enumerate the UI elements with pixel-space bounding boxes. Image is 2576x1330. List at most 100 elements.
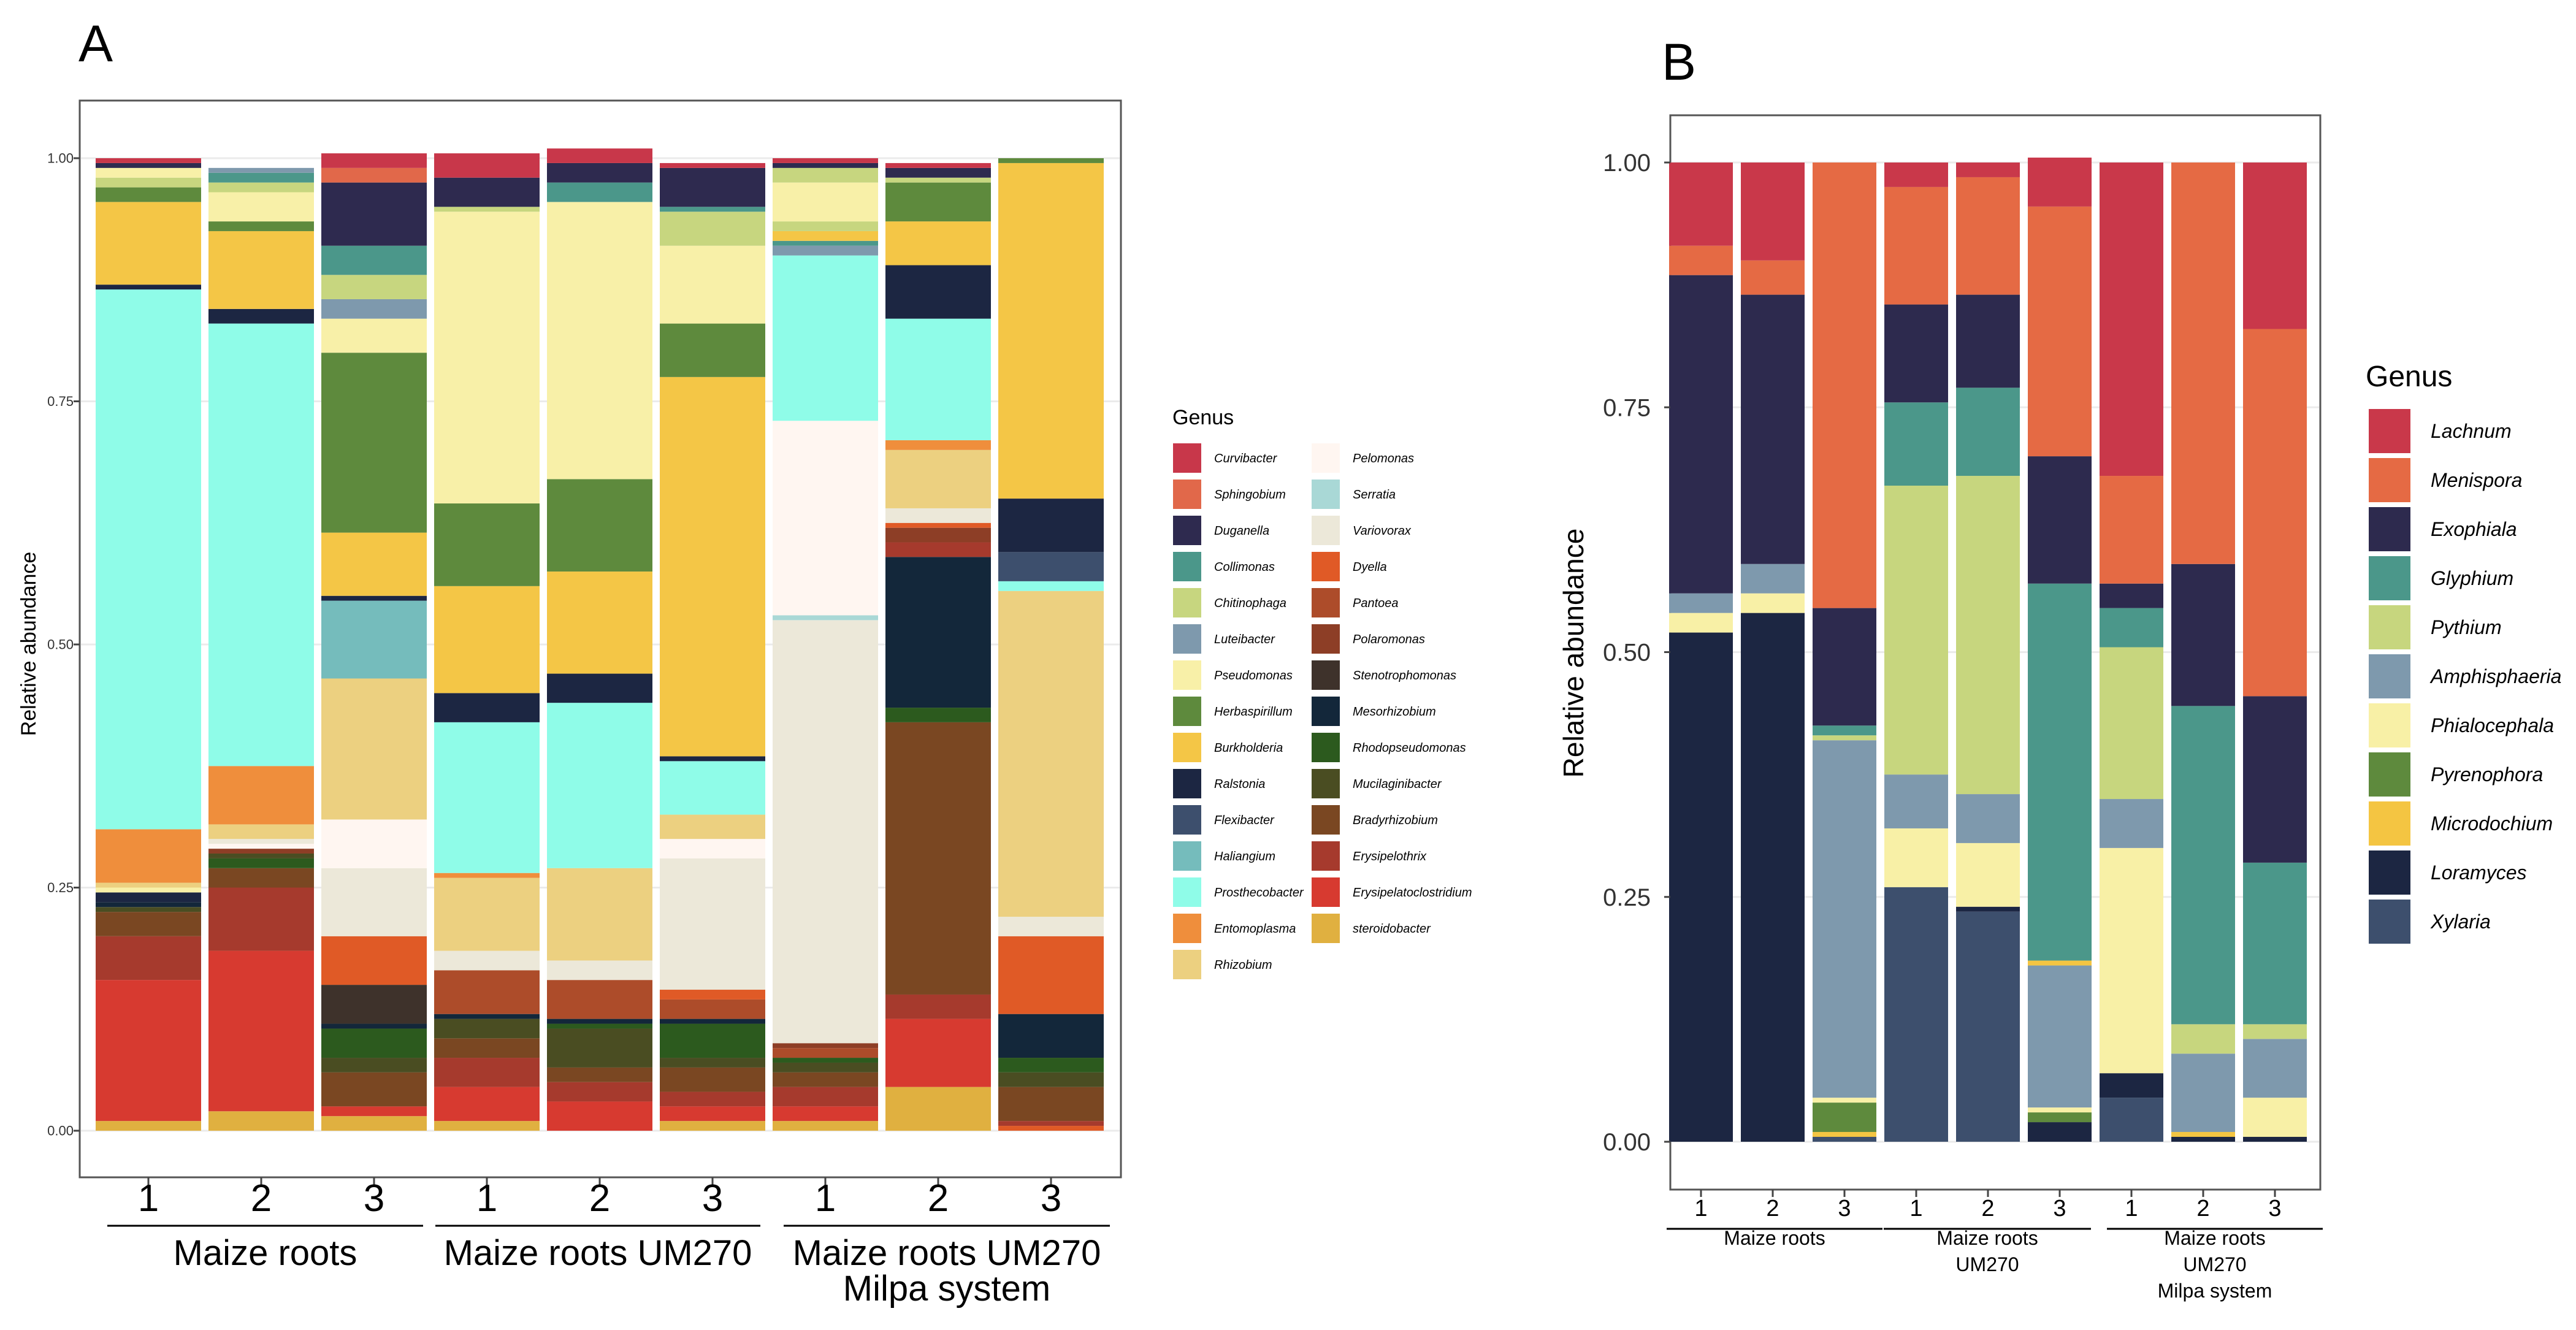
panel-a-segment-mesorhizobium xyxy=(96,902,201,908)
panel-a-legend-item-erysipelothrix: Erysipelothrix xyxy=(1310,840,1427,872)
panel-a-segment-erysipelatoclostridium xyxy=(96,980,201,1122)
panel-a-legend-swatch-chitinophaga xyxy=(1172,587,1202,619)
panel-a-segment-luteibacter xyxy=(321,299,427,319)
panel-a-x-tick-label: 2 xyxy=(251,1177,272,1220)
panel-b-segment-xylaria xyxy=(1884,887,1948,1142)
panel-b-legend-label-loramyces: Loramyces xyxy=(2431,862,2527,884)
panel-a-segment-rhodopseudomonas xyxy=(998,1058,1104,1072)
panel-a-segment-burkholderia xyxy=(321,532,427,596)
panel-a-segment-pantoea xyxy=(660,999,765,1019)
panel-a-segment-serratia xyxy=(773,615,878,621)
panel-a-legend-swatch-stenotrophomonas xyxy=(1310,659,1341,691)
panel-b-segment-phialocephala xyxy=(1741,593,1805,613)
panel-a-segment-mucilaginibacter xyxy=(773,1062,878,1072)
panel-a-legend-item-polaromonas: Polaromonas xyxy=(1310,623,1425,655)
panel-b-segment-glyphium xyxy=(2243,862,2307,1025)
panel-b-segment-exophiala xyxy=(2171,564,2235,706)
panel-a-segment-erysipelothrix xyxy=(885,994,991,1019)
panel-a-legend-label-serratia: Serratia xyxy=(1353,488,1396,502)
panel-a-segment-erysipelatoclostridium xyxy=(434,1087,540,1122)
panel-a-segment-rhizobium xyxy=(660,814,765,839)
panel-b-segment-lachnum xyxy=(1956,162,2020,177)
panel-b-segment-exophiala xyxy=(1956,294,2020,388)
panel-a-segment-entomoplasma xyxy=(434,873,540,878)
panel-a-segment-variovorax xyxy=(773,620,878,1044)
panel-a-legend-swatch-rhizobium xyxy=(1172,949,1202,980)
panel-a-segment-collimonas xyxy=(773,240,878,246)
panel-a-legend-item-mesorhizobium: Mesorhizobium xyxy=(1310,695,1436,727)
panel-a-segment-ralstonia xyxy=(547,673,652,703)
panel-b-segment-exophiala xyxy=(2028,456,2092,584)
panel-a-segment-erysipelothrix xyxy=(773,1087,878,1107)
panel-a-legend-swatch-prosthecobacter xyxy=(1172,876,1202,908)
panel-a-legend-swatch-entomoplasma xyxy=(1172,912,1202,944)
panel-a-segment-pseudomonas xyxy=(96,167,201,178)
panel-a-legend-swatch-luteibacter xyxy=(1172,623,1202,655)
panel-b-bar-2 xyxy=(1741,162,1805,1142)
panel-a-legend-item-burkholderia: Burkholderia xyxy=(1172,732,1283,763)
panel-a-legend-label-chitinophaga: Chitinophaga xyxy=(1214,597,1286,610)
panel-a-x-tick-label: 2 xyxy=(589,1177,610,1220)
panel-a-segment-erysipelothrix xyxy=(660,1091,765,1107)
panel-a-segment-pantoea xyxy=(773,1048,878,1058)
panel-a-segment-erysipelatoclostridium xyxy=(547,1101,652,1131)
panel-a-segment-variovorax xyxy=(208,839,314,844)
panel-a-segment-curvibacter xyxy=(660,162,765,168)
panel-a-segment-entomoplasma xyxy=(885,440,991,450)
panel-a-segment-burkholderia xyxy=(547,571,652,674)
panel-a-segment-burkholderia xyxy=(885,221,991,266)
panel-a-segment-collimonas xyxy=(547,182,652,202)
panel-a-segment-collimonas xyxy=(321,245,427,275)
panel-a-segment-erysipelatoclostridium xyxy=(321,1106,427,1117)
panel-a-segment-pantoea xyxy=(547,980,652,1019)
panel-a-segment-variovorax xyxy=(998,917,1104,936)
panel-a-segment-duganella xyxy=(660,167,765,207)
panel-a-segment-rhodopseudomonas xyxy=(660,1023,765,1058)
panel-a-bar-9 xyxy=(998,158,1104,1131)
panel-a-bar-7 xyxy=(773,158,878,1131)
panel-a-segment-curvibacter xyxy=(773,158,878,163)
panel-a-segment-pelomonas xyxy=(321,819,427,868)
panel-a-legend-label-erysipelothrix: Erysipelothrix xyxy=(1353,850,1427,863)
panel-a-segment-rhizobium xyxy=(998,590,1104,917)
panel-a-segment-herbaspirillum xyxy=(434,503,540,586)
panel-b-y-tick-label: 1.00 xyxy=(1603,150,1651,177)
panel-a-segment-pelomonas xyxy=(773,421,878,616)
panel-a-x-tick-label: 3 xyxy=(1041,1177,1061,1220)
panel-a-legend-item-curvibacter: Curvibacter xyxy=(1172,442,1278,474)
panel-a-segment-curvibacter xyxy=(547,148,652,163)
panel-b-segment-pythium xyxy=(1956,476,2020,795)
panel-a-legend-item-serratia: Serratia xyxy=(1310,478,1396,510)
panel-a-segment-rhizobium xyxy=(885,449,991,508)
panel-a-segment-rhodopseudomonas xyxy=(885,708,991,722)
panel-b-x-tick-label: 3 xyxy=(1838,1196,1851,1221)
panel-a-segment-steroidobacter xyxy=(208,1111,314,1131)
panel-a-segment-burkholderia xyxy=(434,586,540,694)
panel-b-x-tick-label: 1 xyxy=(1909,1196,1922,1221)
panel-a-legend-title: Genus xyxy=(1172,406,1234,429)
panel-a-segment-ralstonia xyxy=(208,308,314,324)
panel-a-bar-6 xyxy=(660,162,765,1131)
panel-a-legend-item-pseudomonas: Pseudomonas xyxy=(1172,659,1293,691)
panel-a-legend: Genus Curvibacter Sphingobium Duganella Coll… xyxy=(1172,406,1472,980)
panel-a-segment-herbaspirillum xyxy=(208,221,314,231)
panel-b-segment-menispora xyxy=(1884,186,1948,305)
panel-b-bar-8 xyxy=(2171,162,2235,1142)
panel-b-x-tick-label: 3 xyxy=(2053,1196,2066,1221)
panel-b-segment-loramyces xyxy=(2243,1137,2307,1142)
panel-a-legend-item-duganella: Duganella xyxy=(1172,514,1269,546)
panel-b-segment-loramyces xyxy=(1669,632,1733,1142)
panel-b-segment-lachnum xyxy=(1884,162,1948,187)
panel-a-segment-herbaspirillum xyxy=(660,323,765,377)
panel-a-legend-swatch-rhodopseudomonas xyxy=(1310,732,1341,763)
panel-a-legend-swatch-collimonas xyxy=(1172,551,1202,583)
panel-b-segment-glyphium xyxy=(2171,706,2235,1025)
panel-a-segment-erysipelothrix xyxy=(998,1121,1104,1126)
panel-b-segment-loramyces xyxy=(2028,1122,2092,1142)
panel-a-legend-item-herbaspirillum: Herbaspirillum xyxy=(1172,695,1293,727)
panel-b-legend-item-menispora: Menispora xyxy=(2368,457,2522,503)
panel-b-segment-phialocephala xyxy=(2243,1098,2307,1137)
panel-a-segment-curvibacter xyxy=(321,153,427,168)
panel-b-segment-menispora xyxy=(1741,260,1805,295)
